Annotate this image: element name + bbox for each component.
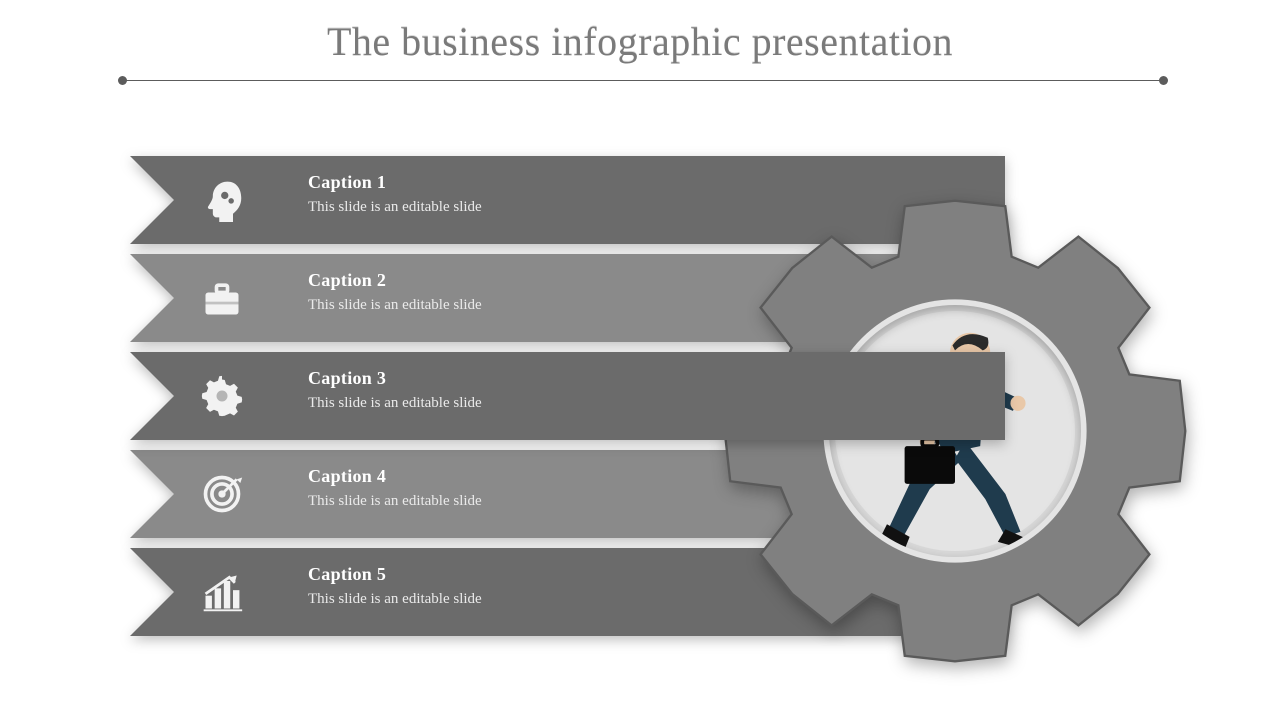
caption-label: Caption 5 (308, 564, 482, 585)
rule-line (124, 80, 1162, 81)
arrow-text: Caption 5 This slide is an editable slide (308, 564, 482, 608)
caption-label: Caption 3 (308, 368, 482, 389)
caption-desc: This slide is an editable slide (308, 297, 482, 314)
caption-label: Caption 4 (308, 466, 482, 487)
head-gears-icon (182, 156, 262, 244)
caption-desc: This slide is an editable slide (308, 493, 482, 510)
caption-desc: This slide is an editable slide (308, 591, 482, 608)
arrow-text: Caption 3 This slide is an editable slide (308, 368, 482, 412)
arrow-text: Caption 4 This slide is an editable slide (308, 466, 482, 510)
title-rule (118, 76, 1168, 86)
briefcase-icon (182, 254, 262, 342)
rule-dot-right (1159, 76, 1168, 85)
caption-desc: This slide is an editable slide (308, 199, 482, 216)
page-title: The business infographic presentation (327, 18, 953, 65)
target-icon (182, 450, 262, 538)
gear-icon (182, 352, 262, 440)
arrow-row: Caption 3 This slide is an editable slide (130, 352, 1005, 440)
caption-label: Caption 1 (308, 172, 482, 193)
caption-label: Caption 2 (308, 270, 482, 291)
page-title-wrap: The business infographic presentation (0, 18, 1280, 65)
bar-chart-icon (182, 548, 262, 636)
content-area: Caption 1 This slide is an editable slide… (0, 156, 1280, 666)
arrow-text: Caption 1 This slide is an editable slide (308, 172, 482, 216)
arrow-text: Caption 2 This slide is an editable slide (308, 270, 482, 314)
caption-desc: This slide is an editable slide (308, 395, 482, 412)
